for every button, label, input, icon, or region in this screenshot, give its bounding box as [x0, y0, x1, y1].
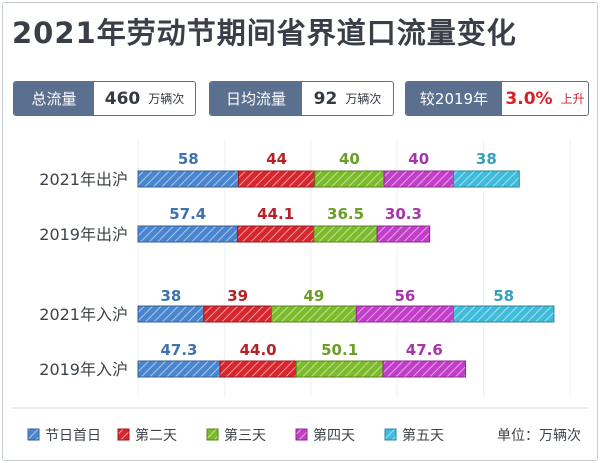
- bar-segment: [452, 170, 520, 188]
- legend-label: 第三天: [224, 427, 266, 444]
- data-label: 40: [339, 150, 360, 168]
- legend-swatch: [384, 428, 397, 441]
- data-label: 38: [476, 150, 497, 168]
- data-label: 58: [178, 150, 199, 168]
- bar-segment: [295, 360, 384, 378]
- bar-segment: [314, 170, 385, 188]
- stat-total-flow-unit: 万辆次: [148, 92, 185, 106]
- bar-segment: [383, 170, 454, 188]
- data-label: 44.0: [240, 341, 277, 359]
- bar-segment: [382, 360, 467, 378]
- bar-segment: [236, 225, 315, 243]
- bar-segment: [270, 305, 357, 323]
- bar-segment: [203, 305, 272, 323]
- stat-daily-avg-flow: 日均流量 92 万辆次: [209, 81, 394, 116]
- category-label: 2021年出沪: [39, 170, 128, 189]
- stat-daily-avg-flow-label: 日均流量: [210, 82, 302, 115]
- category-label: 2019年入沪: [39, 360, 128, 379]
- stat-total-flow-label: 总流量: [14, 82, 94, 115]
- data-label: 44.1: [257, 205, 294, 223]
- data-label: 36.5: [327, 205, 364, 223]
- data-label: 56: [394, 287, 415, 305]
- bar-segment: [219, 360, 297, 378]
- bar-segment: [137, 305, 205, 323]
- stat-vs-2019-unit: 上升: [560, 92, 585, 106]
- stat-vs-2019-label: 较2019年: [406, 82, 502, 115]
- data-label: 40: [408, 150, 429, 168]
- legend-label: 节日首日: [45, 428, 101, 444]
- stat-daily-avg-flow-value: 92: [313, 88, 338, 109]
- bar-segment: [313, 225, 378, 243]
- data-label: 57.4: [169, 205, 206, 223]
- data-label: 30.3: [385, 205, 422, 223]
- data-label: 38: [160, 287, 181, 305]
- legend-swatch: [27, 428, 40, 441]
- bar-segment: [137, 360, 221, 378]
- stat-vs-2019-value: 3.0%: [505, 88, 553, 109]
- chart-title: 2021年劳动节期间省界道口流量变化: [12, 16, 517, 50]
- stat-vs-2019: 较2019年 3.0% 上升: [405, 81, 589, 116]
- legend-swatch: [295, 428, 308, 441]
- data-label: 44: [266, 150, 287, 168]
- bar-segment: [452, 305, 555, 323]
- bar-segment: [355, 305, 454, 323]
- legend-swatch: [206, 428, 219, 441]
- data-label: 47.3: [160, 341, 197, 359]
- legend-swatch: [117, 428, 130, 441]
- category-label: 2021年入沪: [39, 305, 128, 324]
- data-label: 39: [227, 287, 248, 305]
- stat-total-flow: 总流量 460 万辆次: [13, 81, 196, 116]
- stat-total-flow-value: 460: [104, 88, 141, 109]
- bar-segment: [137, 170, 240, 188]
- bar-segment: [376, 225, 431, 243]
- legend-label: 第四天: [313, 427, 355, 444]
- legend-label: 第五天: [402, 427, 444, 444]
- unit-label: 单位：万辆次: [497, 428, 581, 444]
- data-label: 49: [303, 287, 324, 305]
- category-label: 2019年出沪: [39, 225, 128, 244]
- stat-daily-avg-flow-unit: 万辆次: [345, 92, 382, 106]
- data-label: 47.6: [406, 341, 443, 359]
- bar-segment: [238, 170, 316, 188]
- bar-segment: [137, 225, 238, 243]
- legend-label: 第二天: [135, 427, 177, 444]
- data-label: 50.1: [321, 341, 358, 359]
- data-label: 58: [493, 287, 514, 305]
